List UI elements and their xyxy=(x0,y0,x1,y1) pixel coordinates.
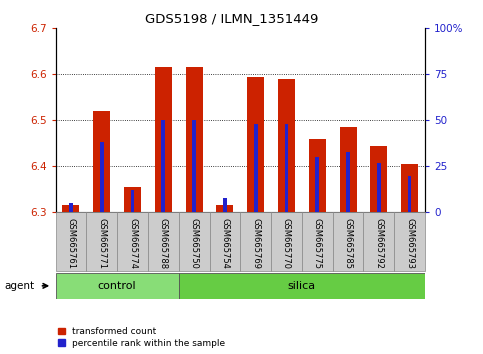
Bar xyxy=(117,212,148,271)
Bar xyxy=(161,120,165,212)
Text: GSM665775: GSM665775 xyxy=(313,218,322,269)
Text: agent: agent xyxy=(5,281,35,291)
Bar xyxy=(315,157,319,212)
Bar xyxy=(86,212,117,271)
Bar xyxy=(340,127,356,212)
Bar xyxy=(148,212,179,271)
Text: GSM665788: GSM665788 xyxy=(159,218,168,269)
Bar xyxy=(56,273,179,299)
Bar xyxy=(69,203,73,212)
Bar xyxy=(394,212,425,271)
Text: silica: silica xyxy=(288,281,316,291)
Bar xyxy=(179,212,210,271)
Text: control: control xyxy=(98,281,136,291)
Bar xyxy=(346,152,350,212)
Text: GSM665750: GSM665750 xyxy=(190,218,199,269)
Text: GSM665770: GSM665770 xyxy=(282,218,291,269)
Bar xyxy=(370,145,387,212)
Text: GSM665774: GSM665774 xyxy=(128,218,137,269)
Text: GSM665792: GSM665792 xyxy=(374,218,384,269)
Bar xyxy=(62,205,79,212)
Bar xyxy=(100,142,103,212)
Bar xyxy=(223,198,227,212)
Bar xyxy=(278,79,295,212)
Bar xyxy=(364,212,394,271)
Text: GSM665771: GSM665771 xyxy=(97,218,106,269)
Legend: transformed count, percentile rank within the sample: transformed count, percentile rank withi… xyxy=(57,327,225,348)
Text: GSM665754: GSM665754 xyxy=(220,218,229,269)
Bar xyxy=(155,68,172,212)
Bar xyxy=(124,187,141,212)
Bar xyxy=(210,212,240,271)
Bar xyxy=(408,176,412,212)
Bar xyxy=(271,212,302,271)
Text: GSM665793: GSM665793 xyxy=(405,218,414,269)
Bar xyxy=(216,205,233,212)
Bar xyxy=(254,124,257,212)
Text: GSM665785: GSM665785 xyxy=(343,218,353,269)
Bar xyxy=(179,273,425,299)
Bar xyxy=(192,120,196,212)
Bar xyxy=(401,164,418,212)
Bar xyxy=(131,190,134,212)
Text: GSM665769: GSM665769 xyxy=(251,218,260,269)
Bar xyxy=(93,111,110,212)
Bar xyxy=(240,212,271,271)
Bar xyxy=(56,212,86,271)
Bar xyxy=(333,212,364,271)
Text: GDS5198 / ILMN_1351449: GDS5198 / ILMN_1351449 xyxy=(145,12,318,25)
Bar xyxy=(377,163,381,212)
Text: GSM665761: GSM665761 xyxy=(67,218,75,269)
Bar xyxy=(309,139,326,212)
Bar xyxy=(302,212,333,271)
Bar xyxy=(185,68,202,212)
Bar xyxy=(247,77,264,212)
Bar xyxy=(284,124,288,212)
